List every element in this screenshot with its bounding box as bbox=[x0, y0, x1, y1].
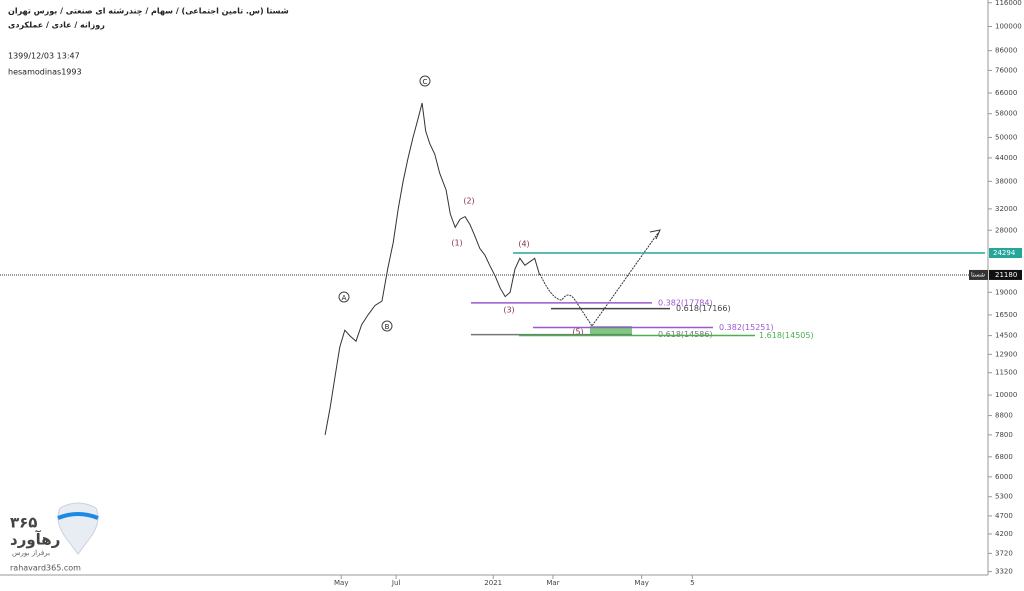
wave-label: (3) bbox=[503, 306, 514, 315]
wave-label: (5) bbox=[572, 328, 583, 337]
x-tick-label: 5 bbox=[690, 579, 694, 587]
logo-slogan: برفراز بورس bbox=[12, 549, 50, 557]
x-tick-label: Mar bbox=[546, 579, 559, 587]
y-tick-label: 100000 bbox=[995, 22, 1022, 30]
x-tick-label: May bbox=[334, 579, 348, 587]
y-tick-label: 19000 bbox=[995, 288, 1017, 296]
logo-stripe bbox=[57, 512, 99, 520]
y-tick-label: 6800 bbox=[995, 453, 1013, 461]
axes: 3320 3720 4200 4700 5300 6000 6800 7800 8800 1000… bbox=[334, 0, 1022, 587]
y-tick-label: 4200 bbox=[995, 530, 1013, 538]
fib-label: 0.618(17166) bbox=[676, 304, 731, 313]
price-tag: شستا bbox=[971, 271, 985, 278]
price-line bbox=[324, 102, 541, 435]
y-tick-label: 16500 bbox=[995, 311, 1017, 319]
author: hesamodinas1993 bbox=[8, 68, 82, 77]
wave-circle bbox=[381, 320, 393, 332]
y-tick-label: 8800 bbox=[995, 412, 1013, 420]
y-tick-label: 44000 bbox=[995, 154, 1017, 162]
y-tick-label: 4700 bbox=[995, 512, 1013, 520]
y-tick-label: 76000 bbox=[995, 66, 1017, 74]
wave-label: (4) bbox=[518, 240, 529, 249]
y-tick-label: 38000 bbox=[995, 177, 1017, 185]
y-tick-label: 6000 bbox=[995, 473, 1013, 481]
projection-arrow bbox=[649, 229, 661, 240]
interval-line: روزانه / عادی / عملکردی bbox=[8, 21, 105, 30]
price-tag-box bbox=[969, 269, 988, 280]
x-tick-label: May bbox=[634, 579, 648, 587]
resistance-label: 24294 bbox=[993, 249, 1016, 257]
fib-label: 0.618(14586) bbox=[658, 330, 713, 339]
y-tick-label: 50000 bbox=[995, 133, 1017, 141]
y-tick-label: 10000 bbox=[995, 391, 1017, 399]
x-tick-label: Jul bbox=[391, 579, 401, 587]
y-tick-label: 28000 bbox=[995, 226, 1017, 234]
fib-label: 0.382(15251) bbox=[719, 323, 774, 332]
y-tick-label: 3320 bbox=[995, 568, 1013, 576]
y-tick-label: 116000 bbox=[995, 0, 1022, 7]
y-tick-label: 66000 bbox=[995, 89, 1017, 97]
wave-label: (1) bbox=[451, 239, 462, 248]
projection-path bbox=[539, 232, 659, 327]
symbol-line: شستا (س. تامین اجتماعی) / سهام / چندرشته… bbox=[8, 7, 289, 17]
fib-label: 1.618(14505) bbox=[759, 331, 814, 340]
wave-circle bbox=[419, 75, 431, 87]
y-tick-label: 7800 bbox=[995, 431, 1013, 439]
x-tick-label: 2021 bbox=[484, 579, 502, 587]
last-price-box bbox=[989, 269, 1022, 280]
y-tick-label: 11500 bbox=[995, 369, 1017, 377]
datetime: 1399/12/03 13:47 bbox=[8, 52, 80, 61]
logo-number: ۳۶۵ bbox=[10, 514, 37, 532]
logo-brand: رهآورد bbox=[10, 531, 60, 549]
wave-label: C bbox=[423, 78, 428, 86]
y-tick-label: 14500 bbox=[995, 332, 1017, 340]
wave-label: B bbox=[385, 323, 390, 331]
target-zone bbox=[590, 326, 632, 334]
logo-site: rahavard365.com bbox=[10, 564, 81, 573]
fib-label: 0.382(17784) bbox=[658, 298, 713, 307]
y-tick-label: 32000 bbox=[995, 205, 1017, 213]
resistance-tag bbox=[989, 247, 1022, 258]
last-price-label: 21180 bbox=[995, 271, 1017, 279]
y-tick-label: 5300 bbox=[995, 493, 1013, 501]
y-tick-label: 58000 bbox=[995, 110, 1017, 118]
y-tick-label: 86000 bbox=[995, 47, 1017, 55]
wave-label: (2) bbox=[463, 197, 474, 206]
wave-circle bbox=[338, 291, 350, 303]
wave-label: A bbox=[342, 294, 347, 302]
y-tick-label: 12900 bbox=[995, 350, 1017, 358]
y-tick-label: 3720 bbox=[995, 549, 1013, 557]
